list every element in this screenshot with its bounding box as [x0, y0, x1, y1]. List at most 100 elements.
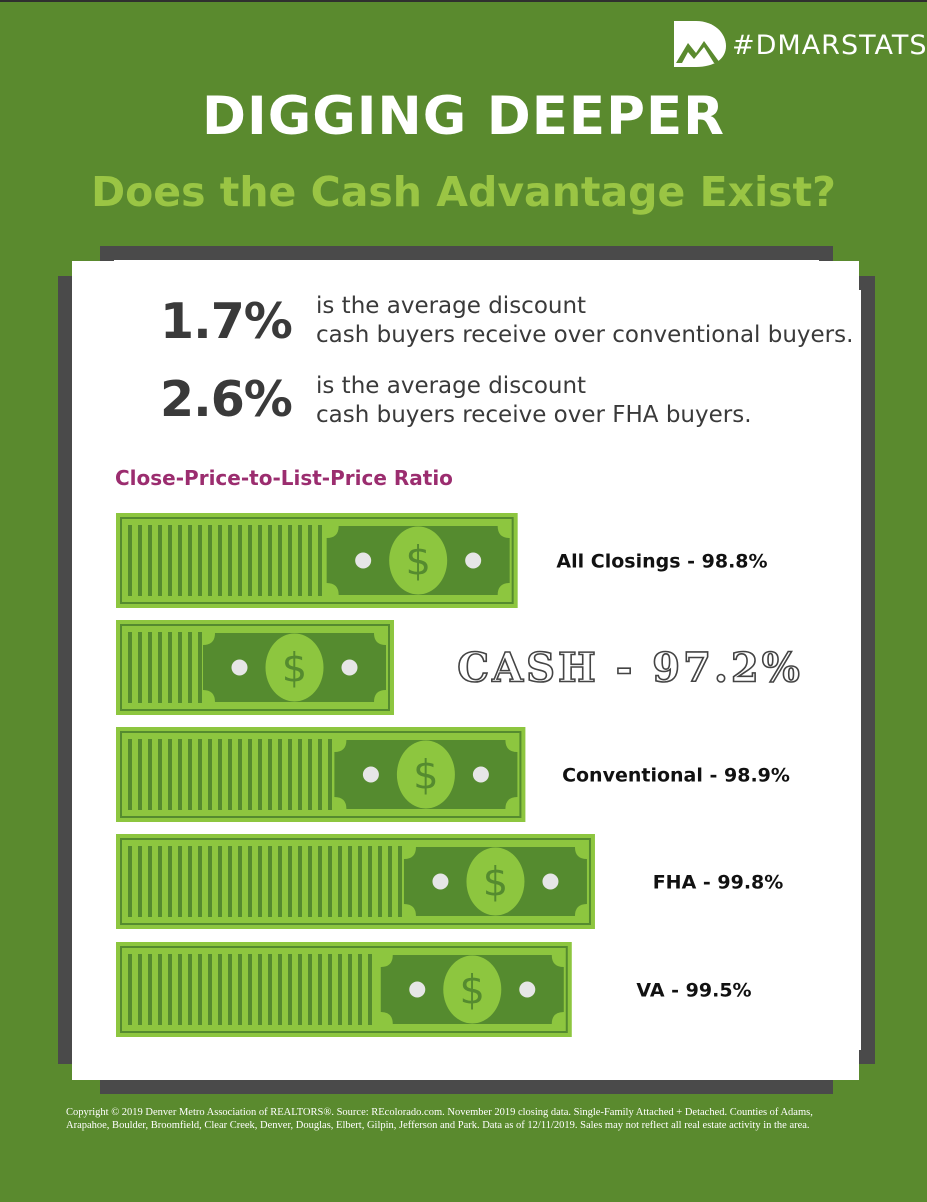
bill-stripe	[258, 739, 262, 810]
bill-stripe	[158, 954, 162, 1025]
bill-oval	[396, 740, 455, 809]
bill-stripe	[308, 525, 312, 596]
dollar-sign-icon: $	[460, 968, 485, 1014]
bill-stripe	[308, 846, 312, 917]
bill-dot	[432, 873, 449, 890]
bill-stripe	[188, 525, 192, 596]
bill-stripe	[188, 632, 192, 703]
bill-stripe	[208, 525, 212, 596]
bill-stripe	[128, 846, 132, 917]
bill-stripe	[258, 954, 262, 1025]
bar-label-cash: CASH - 97.2%	[457, 645, 802, 692]
bill-stripe	[298, 954, 302, 1025]
bill-dot	[542, 873, 559, 890]
stat-value-fha: 2.6%	[160, 371, 293, 428]
bill-stripe	[148, 846, 152, 917]
bill-stripe	[188, 954, 192, 1025]
bill-stripe	[228, 954, 232, 1025]
bar-conventional: $ Conventional - 98.9%	[116, 727, 790, 822]
bill-stripe	[268, 954, 272, 1025]
bill-stripe	[238, 954, 242, 1025]
bill-stripe	[198, 739, 202, 810]
bill-stripe	[268, 739, 272, 810]
bill-stripe	[248, 525, 252, 596]
bill-dot	[465, 552, 482, 569]
bill-stripe	[138, 954, 142, 1025]
bill-oval	[443, 955, 502, 1024]
bill-stripe	[208, 954, 212, 1025]
bar-va: $ VA - 99.5%	[116, 942, 752, 1037]
stat-text-line: is the average discount	[316, 293, 587, 319]
bill-stripe	[148, 525, 152, 596]
bar-label-all-closings: All Closings - 98.8%	[556, 551, 767, 573]
bill-stripe	[158, 739, 162, 810]
bill-stripe	[188, 739, 192, 810]
bill-dot	[519, 981, 536, 998]
bill-stripe	[238, 739, 242, 810]
bill-stripe	[288, 954, 292, 1025]
bill-stripe	[258, 525, 262, 596]
bill-stripe	[138, 846, 142, 917]
dmar-logo-icon	[674, 21, 726, 67]
dollar-sign-icon: $	[282, 646, 307, 692]
bar-fha: $ FHA - 99.8%	[116, 834, 783, 929]
bill-stripe	[148, 954, 152, 1025]
bill-stripe	[318, 954, 322, 1025]
bill-stripe	[198, 632, 202, 703]
bill-stripe	[318, 525, 322, 596]
bill-stripe	[148, 632, 152, 703]
bill-stripe	[198, 525, 202, 596]
bill-border	[120, 624, 390, 711]
page-subtitle: Does the Cash Advantage Exist?	[91, 168, 836, 216]
stat-text-line: cash buyers receive over FHA buyers.	[316, 402, 752, 428]
bill-stripe	[138, 525, 142, 596]
stat-value-conventional: 1.7%	[160, 293, 293, 350]
bar-all-closings: $ All Closings - 98.8%	[116, 513, 768, 608]
bill-stripe	[248, 954, 252, 1025]
bill-dot	[362, 766, 379, 783]
bill-stripe	[158, 846, 162, 917]
bill-stripe	[178, 525, 182, 596]
page-title: DIGGING DEEPER	[201, 86, 725, 147]
bill-stripe	[328, 739, 332, 810]
bill-stripe	[308, 954, 312, 1025]
bill-stripe	[158, 632, 162, 703]
bill-stripe	[398, 846, 402, 917]
bill-dot	[409, 981, 426, 998]
dollar-sign-icon: $	[483, 860, 508, 906]
bill-dot	[231, 659, 248, 676]
bill-stripe	[278, 525, 282, 596]
bill-stripe	[298, 739, 302, 810]
bill-stripe	[128, 954, 132, 1025]
bill-stripe	[238, 525, 242, 596]
bill-border	[120, 838, 591, 925]
bill-stripe	[168, 525, 172, 596]
bar-label-conventional: Conventional - 98.9%	[562, 765, 790, 787]
bill-stripe	[208, 739, 212, 810]
bar-cash: $ CASH - 97.2%	[116, 620, 802, 715]
bill-stripe	[128, 525, 132, 596]
bill-stripe	[258, 846, 262, 917]
bill-border	[120, 946, 568, 1033]
bill-stripe	[158, 525, 162, 596]
bill-stripe	[278, 846, 282, 917]
bill-stripe	[298, 846, 302, 917]
bill-stripe	[248, 739, 252, 810]
dollar-sign-icon: $	[413, 753, 438, 799]
bill-dot	[341, 659, 358, 676]
bill-stripe	[178, 846, 182, 917]
bill-stripe	[348, 954, 352, 1025]
bill-stripe	[218, 525, 222, 596]
bill-dot	[355, 552, 372, 569]
bar-label-fha: FHA - 99.8%	[653, 872, 784, 894]
bill-stripe	[268, 846, 272, 917]
bill-stripe	[168, 846, 172, 917]
bill-stripe	[248, 846, 252, 917]
bill-stripe	[178, 632, 182, 703]
bill-stripe	[368, 846, 372, 917]
bill-stripe	[168, 739, 172, 810]
bill-stripe	[288, 846, 292, 917]
copyright-note: Copyright © 2019 Denver Metro Associatio…	[66, 1107, 813, 1131]
